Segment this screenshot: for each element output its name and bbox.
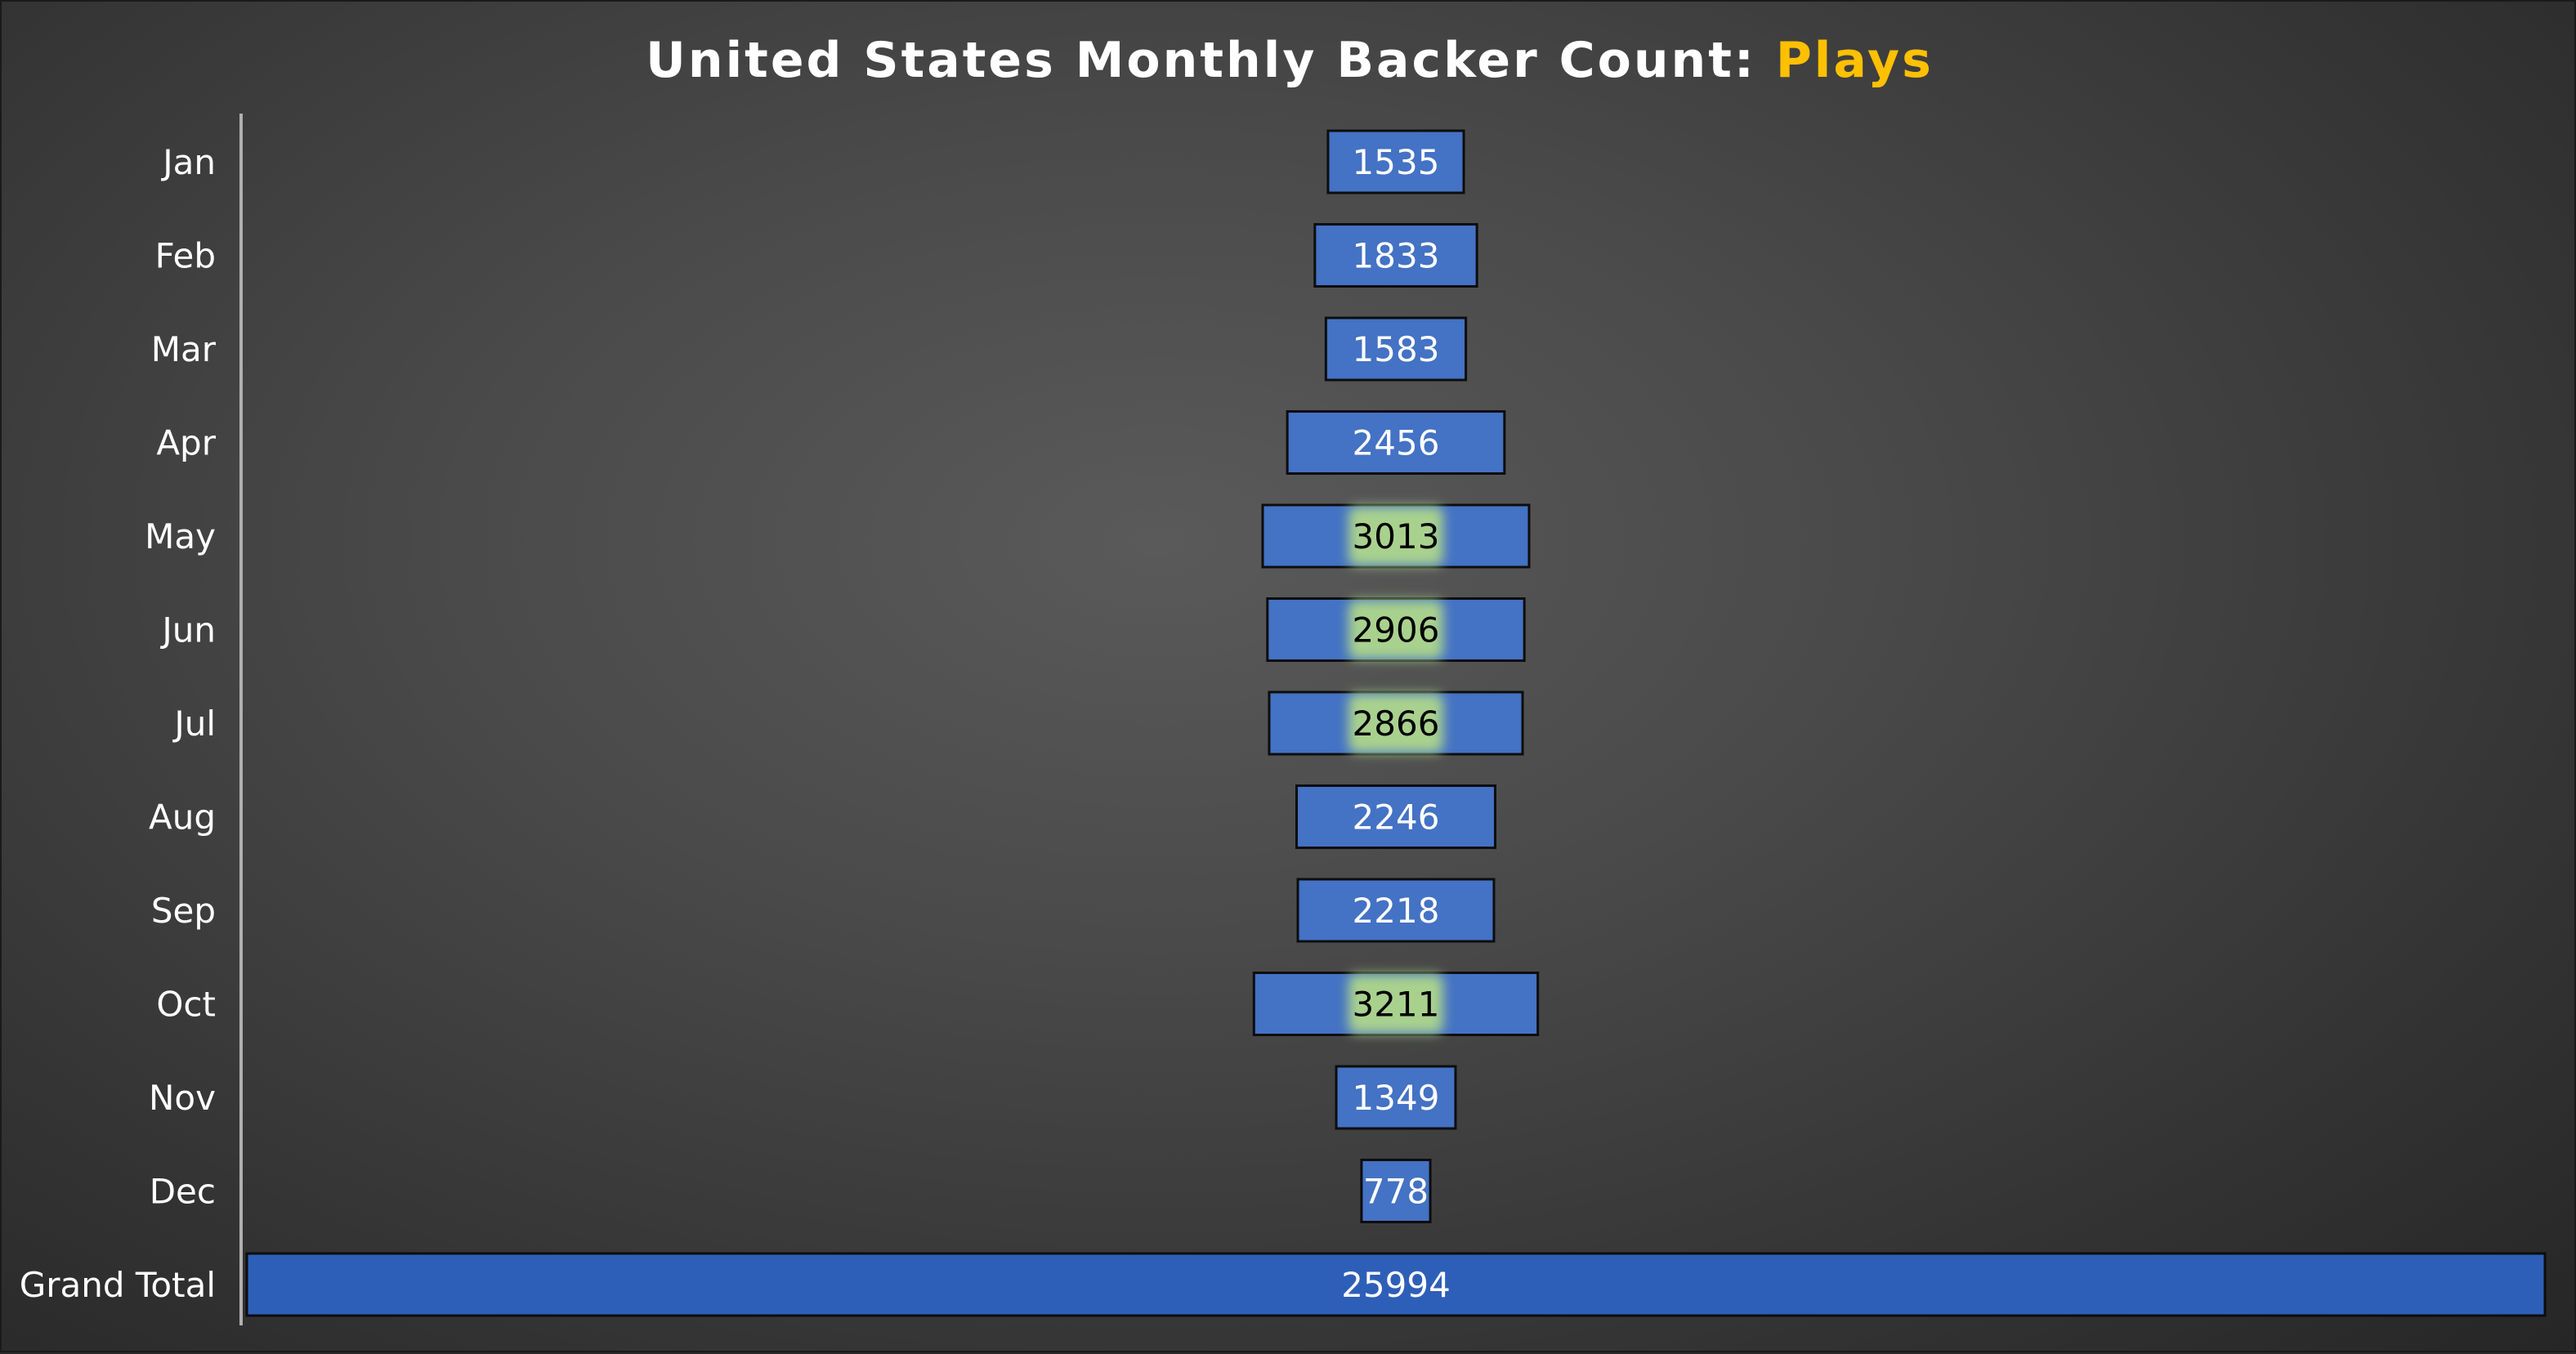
value-label-aug: 2246 [1353, 798, 1440, 838]
highlight-glow-jun [1348, 600, 1443, 659]
value-label-oct: 3211 [1353, 985, 1440, 1025]
category-label-apr: Apr [156, 423, 216, 463]
category-label-sep: Sep [151, 891, 216, 931]
category-label-mar: Mar [151, 329, 217, 369]
category-label-may: May [145, 516, 216, 556]
chart-title-main: United States Monthly Backer Count: [646, 32, 1776, 89]
category-label-jan: Jan [160, 142, 216, 182]
value-label-nov: 1349 [1353, 1078, 1440, 1118]
value-label-dec: 778 [1363, 1172, 1429, 1212]
value-label-grand-total: 25994 [1341, 1265, 1451, 1305]
category-label-aug: Aug [149, 798, 216, 838]
highlight-glow-may [1348, 507, 1443, 565]
bar-grand-total [245, 1252, 2547, 1317]
chart-title-highlight: Plays [1776, 32, 1934, 89]
value-label-jun: 2906 [1353, 610, 1440, 650]
bars-group: Jan 1535 Feb 1833 Mar 1583 Apr 2456 May 3013 Jun 29… [20, 129, 2547, 1317]
highlight-glow-oct [1348, 974, 1443, 1034]
bar-aug [1295, 784, 1496, 849]
category-label-dec: Dec [150, 1172, 216, 1212]
category-label-grand-total: Grand Total [20, 1265, 216, 1305]
category-label-nov: Nov [149, 1078, 216, 1118]
category-label-jun: Jun [159, 610, 216, 650]
bar-feb [1313, 223, 1478, 288]
bar-jan [1326, 129, 1465, 194]
bar-mar [1324, 316, 1468, 382]
value-label-apr: 2456 [1353, 423, 1440, 463]
value-label-jan: 1535 [1353, 142, 1440, 182]
bar-sep [1296, 878, 1496, 943]
highlight-glow-jul [1348, 694, 1443, 753]
category-label-oct: Oct [156, 985, 216, 1025]
chart-title: United States Monthly Backer Count: Play… [646, 32, 1934, 89]
value-label-jul: 2866 [1353, 704, 1440, 744]
category-label-jul: Jul [172, 704, 216, 744]
category-label-feb: Feb [155, 236, 216, 276]
value-label-sep: 2218 [1353, 891, 1440, 931]
bar-apr [1286, 410, 1506, 475]
value-label-feb: 1833 [1353, 236, 1440, 276]
value-label-may: 3013 [1353, 516, 1440, 556]
bar-nov [1335, 1065, 1457, 1130]
bar-dec [1360, 1159, 1432, 1223]
value-label-mar: 1583 [1353, 329, 1440, 369]
